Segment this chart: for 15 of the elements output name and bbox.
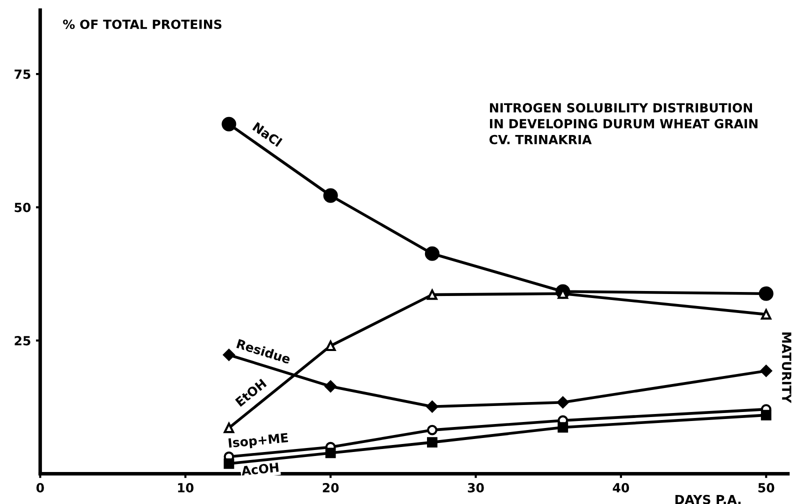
y-tick-label: 75 [14,70,30,79]
x-tick-label: 30 [468,483,484,492]
y-axis-title: % OF TOTAL PROTEINS [63,20,222,30]
x-tick-label: 0 [36,483,44,492]
y-tick-label: 25 [14,336,30,346]
x-tick-label: 20 [322,483,339,492]
annotation: MATURITY [782,332,792,404]
text: Isop+ME [228,432,288,450]
text: AcOH [240,462,279,476]
text: NITROGEN SOLUBILITY DISTRIBUTION IN DEVELOPING DURUM WHEAT GRAIN CV. TRINAKRIA [489,103,758,144]
y-tick-label: 50 [14,202,31,212]
x-tick-label: 50 [758,483,774,492]
x-tick-label: 40 [612,483,630,492]
x-axis-title: DAYS P.A. [675,494,741,504]
x-tick-label: 10 [178,483,194,492]
